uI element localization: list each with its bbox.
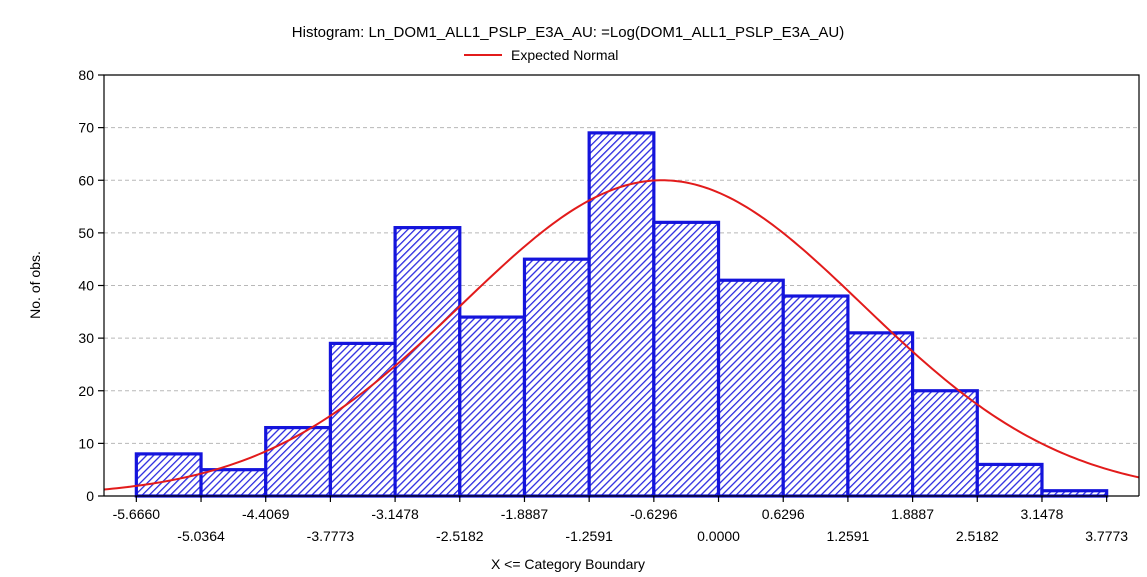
x-tick-label: 0.6296 — [762, 506, 805, 522]
y-tick-label: 50 — [78, 225, 94, 241]
y-tick-label: 70 — [78, 120, 94, 136]
x-tick-label: -5.0364 — [177, 528, 225, 544]
y-tick-label: 20 — [78, 383, 94, 399]
x-tick-label: 1.2591 — [826, 528, 869, 544]
bars — [134, 131, 1109, 498]
histogram-bar — [716, 278, 785, 498]
histogram-bar — [458, 315, 527, 498]
histogram-bar — [393, 226, 462, 498]
x-tick-label: 3.7773 — [1085, 528, 1128, 544]
x-tick-label: -1.8887 — [501, 506, 549, 522]
x-tick-label: 3.1478 — [1021, 506, 1064, 522]
histogram-bar — [975, 462, 1044, 498]
histogram-bar — [781, 294, 850, 498]
histogram-bar — [199, 468, 268, 498]
x-tick-label: 1.8887 — [891, 506, 934, 522]
x-tick-label: -0.6296 — [630, 506, 678, 522]
histogram-bar — [1040, 489, 1109, 498]
histogram-bar — [264, 425, 333, 498]
histogram-bar — [652, 220, 721, 498]
x-tick-label: -5.6660 — [113, 506, 161, 522]
y-tick-label: 10 — [78, 435, 94, 451]
x-axis-title: X <= Category Boundary — [491, 556, 645, 572]
x-tick-label: -2.5182 — [436, 528, 484, 544]
y-axis-ticks: 0 10 20 30 40 50 60 70 80 — [78, 67, 104, 504]
chart-title: Histogram: Ln_DOM1_ALL1_PSLP_E3A_AU: =Lo… — [292, 24, 844, 41]
y-tick-label: 30 — [78, 330, 94, 346]
histogram-bar — [910, 389, 979, 498]
x-tick-label: -3.1478 — [371, 506, 419, 522]
y-axis-title: No. of obs. — [27, 251, 43, 319]
legend-entry-expected-normal: Expected Normal — [511, 47, 618, 63]
y-tick-label: 0 — [86, 488, 94, 504]
x-tick-label: 0.0000 — [697, 528, 740, 544]
y-tick-label: 60 — [78, 172, 94, 188]
x-tick-label: -1.2591 — [565, 528, 613, 544]
histogram-bar — [328, 341, 397, 498]
x-tick-label: -4.4069 — [242, 506, 290, 522]
y-tick-label: 80 — [78, 67, 94, 83]
x-tick-label: -3.7773 — [307, 528, 355, 544]
y-tick-label: 40 — [78, 278, 94, 294]
x-tick-label: 2.5182 — [956, 528, 999, 544]
histogram-bar — [522, 257, 591, 498]
x-axis-ticks: -5.6660 -5.0364 -4.4069 -3.7773 -3.1478 -2.51… — [113, 496, 1128, 544]
histogram-bar — [134, 452, 203, 498]
histogram-bar — [846, 331, 915, 498]
expected-normal-curve — [104, 179, 1139, 491]
